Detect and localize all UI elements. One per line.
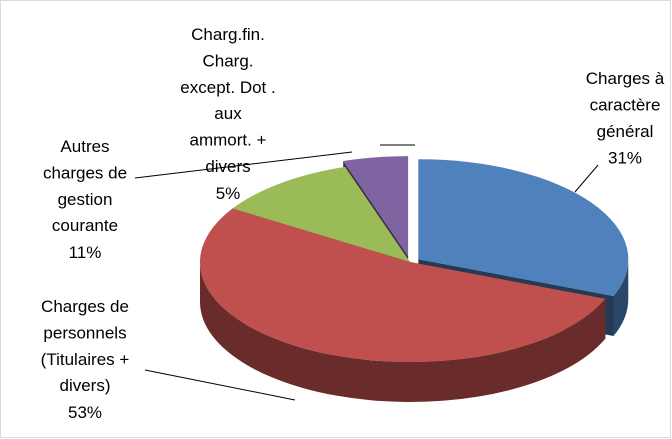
pie-tops [200,156,629,362]
value-label: 5% [216,184,241,203]
slice-side [613,259,629,337]
value-label: 11% [69,243,102,262]
slice [200,208,606,362]
labels: Charges à caractère général 31% Charges de pe… [41,25,665,422]
value-label: 31% [608,149,642,168]
leader-line [134,151,353,179]
slice-side [200,262,606,403]
slice [418,159,629,297]
slice-label: Charges à caractère général [586,69,665,141]
slice-label: Autres charges de gestion courante [43,137,127,235]
value-label: 53% [68,403,102,422]
slice [343,156,409,257]
slice-label: Charges de personnels (Titulaires + divers) [41,297,130,395]
leader-line [144,369,296,401]
slice [232,166,410,262]
leader-line [574,164,599,193]
